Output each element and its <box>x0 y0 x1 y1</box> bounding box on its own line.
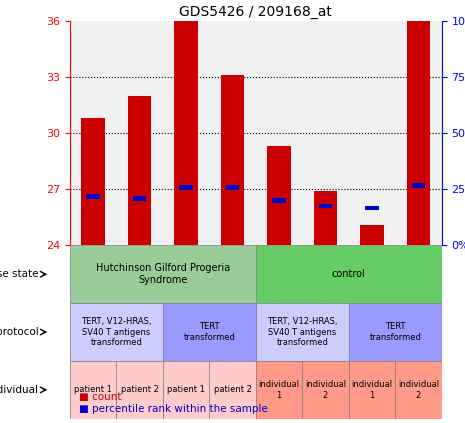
Text: ■ percentile rank within the sample: ■ percentile rank within the sample <box>79 404 268 415</box>
FancyBboxPatch shape <box>70 245 256 303</box>
Bar <box>272 198 286 203</box>
Bar <box>267 146 291 245</box>
Text: patient 2: patient 2 <box>213 385 252 394</box>
Text: control: control <box>332 269 365 279</box>
FancyBboxPatch shape <box>209 361 256 419</box>
FancyBboxPatch shape <box>116 361 163 419</box>
Bar <box>86 195 100 199</box>
Bar <box>314 191 337 245</box>
Text: TERT
transformed: TERT transformed <box>183 322 235 342</box>
Text: patient 1: patient 1 <box>74 385 112 394</box>
Text: protocol: protocol <box>0 327 38 337</box>
Text: disease state: disease state <box>0 269 38 279</box>
Bar <box>319 204 332 209</box>
Bar <box>128 96 151 245</box>
FancyBboxPatch shape <box>302 361 349 419</box>
Bar <box>221 75 244 245</box>
Bar <box>81 118 105 245</box>
Bar <box>407 21 430 245</box>
Bar <box>226 185 239 190</box>
FancyBboxPatch shape <box>70 303 163 361</box>
Bar <box>133 196 146 201</box>
Text: individual
1: individual 1 <box>352 380 392 400</box>
FancyBboxPatch shape <box>256 361 302 419</box>
FancyBboxPatch shape <box>349 361 395 419</box>
Text: Hutchinson Gilford Progeria
Syndrome: Hutchinson Gilford Progeria Syndrome <box>96 264 230 285</box>
Bar <box>174 21 198 245</box>
Bar <box>179 185 193 190</box>
Text: TERT, V12-HRAS,
SV40 T antigens
transformed: TERT, V12-HRAS, SV40 T antigens transfor… <box>267 317 338 347</box>
Text: individual: individual <box>0 385 38 395</box>
Text: individual
2: individual 2 <box>398 380 439 400</box>
FancyBboxPatch shape <box>349 303 442 361</box>
Text: ■ count: ■ count <box>79 392 121 402</box>
Text: patient 1: patient 1 <box>167 385 205 394</box>
Text: individual
2: individual 2 <box>305 380 346 400</box>
FancyBboxPatch shape <box>256 245 442 303</box>
Text: patient 2: patient 2 <box>120 385 159 394</box>
FancyBboxPatch shape <box>163 303 256 361</box>
Bar <box>412 183 425 188</box>
Text: TERT, V12-HRAS,
SV40 T antigens
transformed: TERT, V12-HRAS, SV40 T antigens transfor… <box>81 317 152 347</box>
FancyBboxPatch shape <box>70 361 116 419</box>
FancyBboxPatch shape <box>256 303 349 361</box>
FancyBboxPatch shape <box>395 361 442 419</box>
Bar <box>360 225 384 245</box>
Text: individual
1: individual 1 <box>259 380 299 400</box>
Bar <box>365 206 379 210</box>
FancyBboxPatch shape <box>163 361 209 419</box>
Title: GDS5426 / 209168_at: GDS5426 / 209168_at <box>179 5 332 19</box>
Text: TERT
transformed: TERT transformed <box>369 322 421 342</box>
